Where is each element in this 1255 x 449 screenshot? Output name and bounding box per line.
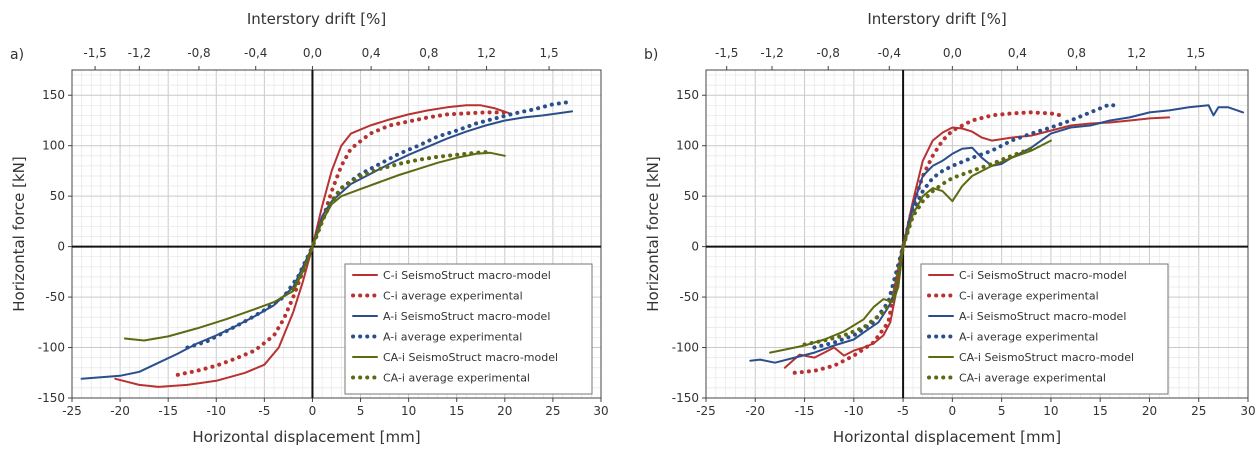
x-tick-label: -10 [844,404,864,418]
series-line-ca-model [769,139,1052,354]
y-tick-label: 150 [676,88,699,102]
panel-label: a) [10,47,24,63]
x-tick-label: 0 [949,404,957,418]
y-tick-label: -50 [679,290,699,304]
legend-label: A-i average experimental [383,331,522,344]
x2-tick-label: 0,8 [419,46,438,60]
legend-box [344,263,593,395]
x2-tick-label: 1,2 [477,46,496,60]
x2-tick-label: 0,0 [303,46,322,60]
x2-axis-title: Interstory drift [%] [867,10,1006,28]
x-tick-label: 25 [1191,404,1206,418]
x2-tick-label: -1,5 [715,46,738,60]
y-tick-label: 50 [684,189,699,203]
x-tick-label: 30 [1240,404,1255,418]
x-tick-label: -15 [158,404,178,418]
y-tick-label: -100 [672,341,699,355]
plot-frame [705,69,1249,399]
series-line-c-experimental [175,110,507,377]
x-tick-label: 20 [1142,404,1157,418]
x2-tick-label: -0,8 [816,46,839,60]
panel-label: b) [644,47,658,63]
x2-tick-label: -0,8 [187,46,210,60]
x2-tick-label: 1,5 [540,46,559,60]
series-line-a-experimental [185,100,570,350]
x2-tick-label: 0,4 [1008,46,1027,60]
x2-tick-label: -0,4 [244,46,267,60]
y-axis-title: Horizontal force [kN] [644,156,662,312]
y-tick-label: -150 [38,391,65,405]
y-tick-label: 100 [676,139,699,153]
x-tick-label: -15 [795,404,815,418]
legend-label: CA-i SeismoStruct macro-model [383,351,558,364]
x-tick-label: 25 [545,404,560,418]
x-tick-label: -5 [258,404,270,418]
y-tick-label: -50 [45,290,65,304]
x2-tick-label: -1,2 [128,46,151,60]
x-tick-label: 15 [449,404,464,418]
x-tick-label: 5 [357,404,365,418]
legend-label: CA-i average experimental [383,372,530,385]
x2-tick-label: -1,2 [760,46,783,60]
x-tick-label: 5 [998,404,1006,418]
series-line-c-model [114,104,511,388]
legend-label: A-i SeismoStruct macro-model [959,310,1126,323]
y-tick-label: -150 [672,391,699,405]
x-tick-label: -20 [745,404,765,418]
x-tick-label: -20 [110,404,130,418]
chart-panel-a: -25 -20 -15 -10 -5 0 5 10 15 20 25 30-150-100-50050… [10,10,609,446]
x2-tick-label: 1,5 [1186,46,1205,60]
series-line-c-experimental [792,110,1063,375]
y-tick-label: 50 [50,189,65,203]
series-line-a-model [749,104,1245,364]
x2-tick-label: 0,0 [943,46,962,60]
x-tick-label: 0 [309,404,317,418]
legend-label: C-i average experimental [383,290,523,303]
x2-tick-label: 0,8 [1067,46,1086,60]
legend: C-i SeismoStruct macro-model C-i average … [920,263,1169,395]
chart-panel-b: -25 -20 -15 -10 -5 0 5 10 15 20 25 30-150-100-50050… [644,10,1255,446]
legend: C-i SeismoStruct macro-model C-i average … [344,263,593,395]
series-group [80,100,574,388]
x-axis-title: Horizontal displacement [mm] [833,428,1061,446]
y-tick-label: 0 [57,240,65,254]
series-line-a-model [80,110,574,380]
x-tick-label: 20 [497,404,512,418]
plot-frame [71,69,602,399]
legend-label: A-i SeismoStruct macro-model [383,310,550,323]
x-tick-label: 15 [1093,404,1108,418]
y-tick-label: 0 [691,240,699,254]
y-tick-label: 100 [42,139,65,153]
x2-tick-label: -1,5 [83,46,106,60]
x2-tick-label: 1,2 [1127,46,1146,60]
series-line-ca-experimental [802,146,1034,347]
x-tick-label: 10 [401,404,416,418]
series-line-ca-experimental [291,149,493,291]
x-tick-label: -10 [206,404,226,418]
series-line-c-model [783,116,1171,369]
legend-label: C-i average experimental [959,290,1099,303]
x-tick-label: -5 [897,404,909,418]
x2-axis-title: Interstory drift [%] [247,10,386,28]
x-tick-label: -25 [62,404,82,418]
legend-label: A-i average experimental [959,331,1098,344]
legend-box [920,263,1169,395]
y-tick-label: -100 [38,341,65,355]
x-tick-label: 10 [1043,404,1058,418]
y-tick-label: 150 [42,88,65,102]
legend-label: C-i SeismoStruct macro-model [959,269,1127,282]
legend-label: CA-i average experimental [959,372,1106,385]
series-group [749,102,1245,375]
x-tick-label: 30 [593,404,608,418]
legend-label: C-i SeismoStruct macro-model [383,269,551,282]
x2-tick-label: 0,4 [362,46,381,60]
x2-tick-label: -0,4 [878,46,901,60]
x-tick-label: -25 [696,404,716,418]
y-axis-title: Horizontal force [kN] [10,156,28,312]
x-axis-title: Horizontal displacement [mm] [192,428,420,446]
legend-label: CA-i SeismoStruct macro-model [959,351,1134,364]
